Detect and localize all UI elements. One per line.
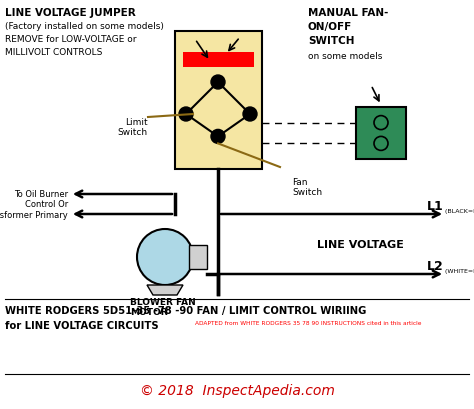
- Text: REMOVE for LOW-VOLTAGE or: REMOVE for LOW-VOLTAGE or: [5, 35, 137, 44]
- Text: To Oil Burner
Control Or
Transformer Primary: To Oil Burner Control Or Transformer Pri…: [0, 190, 68, 219]
- Bar: [183, 53, 254, 68]
- Text: LINE VOLTAGE: LINE VOLTAGE: [317, 239, 403, 249]
- Text: BLOWER FAN
MOTOR: BLOWER FAN MOTOR: [130, 297, 196, 317]
- Bar: [175, 32, 262, 170]
- Text: Fan
Switch: Fan Switch: [292, 178, 322, 197]
- Text: (Factory installed on some models): (Factory installed on some models): [5, 22, 164, 31]
- Text: L2: L2: [427, 259, 444, 272]
- Text: Limit
Switch: Limit Switch: [118, 118, 148, 137]
- Text: for LINE VOLTAGE CIRCUITS: for LINE VOLTAGE CIRCUITS: [5, 320, 159, 330]
- Text: MANUAL FAN-
ON/OFF
SWITCH: MANUAL FAN- ON/OFF SWITCH: [308, 8, 388, 46]
- Circle shape: [211, 76, 225, 90]
- Text: MILLIVOLT CONTROLS: MILLIVOLT CONTROLS: [5, 48, 102, 57]
- Text: WHITE RODGERS 5D51-35 -78 -90 FAN / LIMIT CONTROL WIRIING: WHITE RODGERS 5D51-35 -78 -90 FAN / LIMI…: [5, 305, 366, 315]
- Text: (WHITE=NEUTRAL): (WHITE=NEUTRAL): [443, 268, 474, 273]
- Polygon shape: [147, 285, 183, 295]
- Circle shape: [243, 108, 257, 122]
- Text: (BLACK=HOT): (BLACK=HOT): [443, 209, 474, 213]
- Bar: [189, 245, 207, 270]
- Text: © 2018  InspectApedia.com: © 2018 InspectApedia.com: [139, 383, 335, 397]
- Text: LINE VOLTAGE JUMPER: LINE VOLTAGE JUMPER: [5, 8, 136, 18]
- Text: on some models: on some models: [308, 52, 383, 61]
- Bar: [356, 108, 406, 160]
- Circle shape: [137, 229, 193, 285]
- Text: ADAPTED from WHITE RODGERS 35 78 90 INSTRUCTIONS cited in this article: ADAPTED from WHITE RODGERS 35 78 90 INST…: [195, 320, 421, 325]
- Text: L1: L1: [427, 200, 444, 213]
- Circle shape: [211, 130, 225, 144]
- Circle shape: [179, 108, 193, 122]
